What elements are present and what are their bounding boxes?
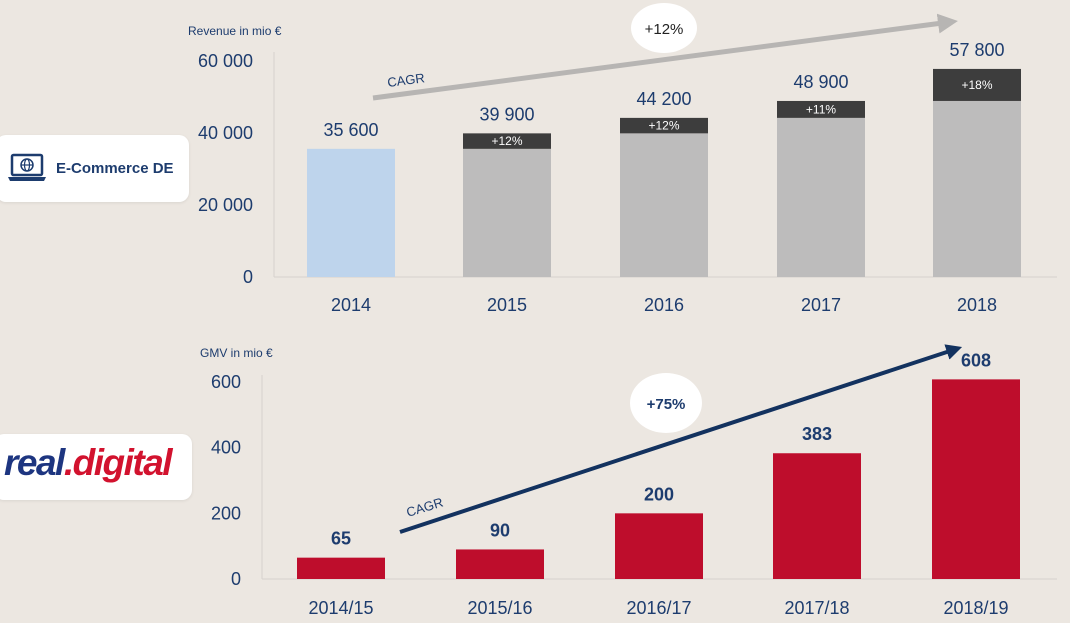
value-label: 39 900 [479,104,534,124]
increment-label: +12% [491,134,522,148]
cagr-value: +12% [645,21,684,38]
increment-label: +12% [648,119,679,133]
revenue-bar [620,133,708,277]
x-tick-label: 2014 [331,295,371,315]
x-tick-label: 2014/15 [308,598,373,618]
gmv-bar [456,549,544,579]
gmv-bar [297,557,385,579]
gmv-bar [932,379,1020,579]
gmv-chart: 0 200 400 600 GMV in mio € 65 2014/15 90 2015/16… [200,344,1057,618]
y-axis-title: GMV in mio € [200,346,273,360]
x-tick-label: 2016 [644,295,684,315]
value-label: 200 [644,484,674,504]
x-tick-label: 2017/18 [784,598,849,618]
cagr-arrow [399,344,963,534]
y-tick-label: 40 000 [198,123,253,143]
x-tick-label: 2017 [801,295,841,315]
x-tick-label: 2016/17 [626,598,691,618]
gmv-bar [615,513,703,579]
x-tick-label: 2018/19 [943,598,1008,618]
cagr-value: +75% [647,396,686,413]
cagr-label: CAGR [386,70,425,90]
revenue-chart: 0 20 000 40 000 60 000 Revenue in mio € 35 60… [188,3,1057,315]
revenue-bar [307,148,395,277]
y-tick-label: 0 [243,267,253,287]
value-label: 44 200 [636,89,691,109]
y-tick-label: 60 000 [198,51,253,71]
revenue-increment-segment [463,133,551,149]
cagr-bubble [631,3,697,53]
revenue-bar [463,148,551,277]
ecommerce-de-label: E-Commerce DE [56,160,174,177]
gmv-bar [773,453,861,579]
y-tick-label: 200 [211,503,241,523]
real-digital-card: real.digital [0,434,192,500]
y-tick-label: 20 000 [198,195,253,215]
revenue-increment-segment [933,68,1021,101]
value-label: 57 800 [949,40,1004,60]
y-tick-label: 400 [211,438,241,458]
value-label: 35 600 [323,120,378,140]
cagr-label: CAGR [404,495,444,520]
value-label: 608 [961,350,991,370]
revenue-increment-segment [777,100,865,118]
x-tick-label: 2015/16 [467,598,532,618]
increment-label: +11% [806,102,836,116]
y-axis-title: Revenue in mio € [188,24,282,38]
y-tick-label: 0 [231,569,241,589]
value-label: 90 [490,520,510,540]
value-label: 65 [331,529,351,549]
real-digital-logo: real.digital [4,442,173,483]
x-tick-label: 2015 [487,295,527,315]
cagr-bubble [630,373,702,433]
revenue-bar [933,100,1021,278]
x-tick-label: 2018 [957,295,997,315]
value-label: 48 900 [793,72,848,92]
laptop-globe-icon [8,153,46,181]
increment-label: +18% [961,78,992,92]
revenue-increment-segment [620,117,708,134]
y-tick-label: 600 [211,372,241,392]
revenue-bar [777,117,865,277]
ecommerce-de-card: E-Commerce DE [0,135,189,202]
cagr-arrow [372,13,958,101]
value-label: 383 [802,424,832,444]
